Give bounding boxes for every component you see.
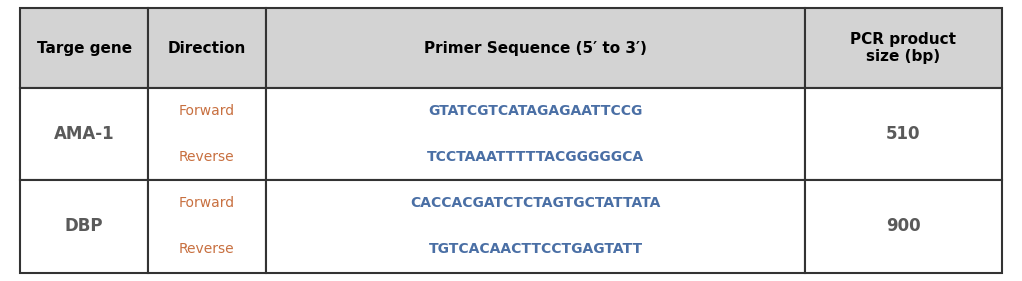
Text: TCCTAAATTTTTACGGGGGCA: TCCTAAATTTTTACGGGGGCA (427, 150, 644, 164)
FancyBboxPatch shape (148, 180, 266, 273)
Text: Reverse: Reverse (179, 243, 235, 257)
FancyBboxPatch shape (20, 8, 148, 88)
FancyBboxPatch shape (20, 88, 148, 180)
FancyBboxPatch shape (805, 180, 1002, 273)
Text: PCR product
size (bp): PCR product size (bp) (850, 32, 957, 64)
Text: TGTCACAACTTCCTGAGTATT: TGTCACAACTTCCTGAGTATT (428, 243, 643, 257)
FancyBboxPatch shape (266, 8, 805, 88)
FancyBboxPatch shape (805, 88, 1002, 180)
Text: Targe gene: Targe gene (37, 40, 132, 56)
FancyBboxPatch shape (266, 88, 805, 180)
Text: Primer Sequence (5′ to 3′): Primer Sequence (5′ to 3′) (424, 40, 647, 56)
Text: 510: 510 (886, 125, 921, 143)
FancyBboxPatch shape (805, 8, 1002, 88)
Text: Forward: Forward (179, 104, 235, 118)
Text: 900: 900 (886, 217, 921, 235)
Text: CACCACGATCTCTAGTGCTATTATA: CACCACGATCTCTAGTGCTATTATA (411, 196, 660, 210)
Text: Forward: Forward (179, 196, 235, 210)
Text: AMA-1: AMA-1 (54, 125, 114, 143)
FancyBboxPatch shape (20, 180, 148, 273)
Text: Reverse: Reverse (179, 150, 235, 164)
Text: DBP: DBP (65, 217, 103, 235)
Text: Direction: Direction (168, 40, 246, 56)
Text: GTATCGTCATAGAGAATTCCG: GTATCGTCATAGAGAATTCCG (428, 104, 643, 118)
FancyBboxPatch shape (148, 88, 266, 180)
FancyBboxPatch shape (148, 8, 266, 88)
FancyBboxPatch shape (266, 180, 805, 273)
